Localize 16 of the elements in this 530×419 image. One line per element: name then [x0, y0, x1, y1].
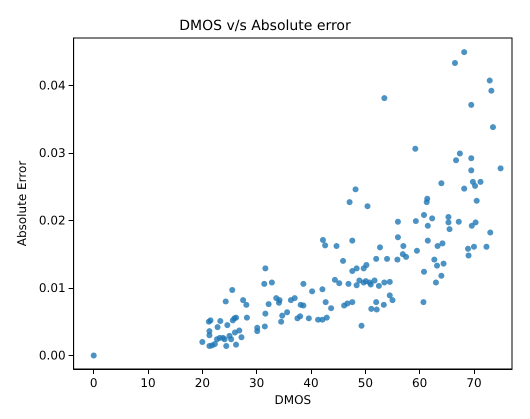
- y-tick-label: 0.00: [38, 348, 66, 362]
- x-tick-label: 70: [466, 376, 482, 390]
- x-tick-label: 40: [303, 376, 319, 390]
- x-tick-label: 30: [249, 376, 264, 390]
- x-tick-label: 50: [358, 376, 373, 390]
- x-tick-label: 60: [412, 376, 428, 390]
- y-axis-title: Absolute Error: [15, 160, 29, 246]
- y-tick-label: 0.04: [38, 78, 66, 92]
- y-tick-label: 0.02: [38, 213, 66, 228]
- chart-title: DMOS v/s Absolute error: [179, 18, 351, 34]
- y-tick-label: 0.01: [38, 280, 66, 295]
- x-tick-label: 0: [90, 376, 98, 390]
- x-axis-title: DMOS: [274, 392, 312, 407]
- y-tick-label: 0.03: [38, 146, 66, 160]
- x-tick-label: 10: [140, 376, 156, 390]
- x-tick-label: 20: [194, 376, 210, 390]
